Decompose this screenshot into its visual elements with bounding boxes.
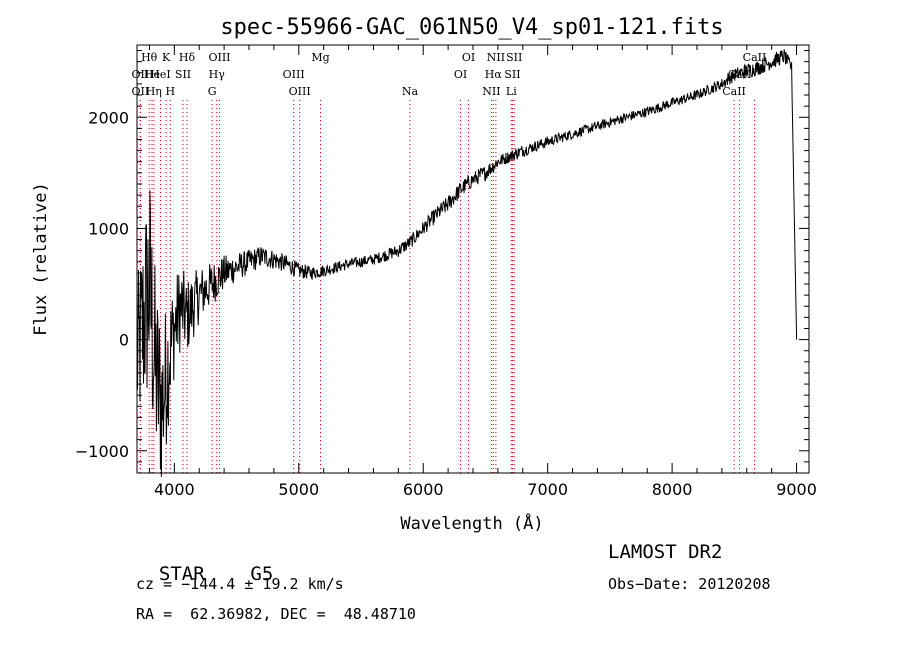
x-tick-label: 5000 (278, 480, 319, 499)
spectral-line-label: Mg (311, 51, 329, 64)
survey-label: LAMOST DR2 (608, 541, 723, 563)
object-class-label: STAR (158, 563, 205, 585)
spectral-line-label: HeI (150, 68, 170, 81)
y-tick-label: 0 (119, 331, 129, 350)
x-tick-label: 6000 (403, 480, 444, 499)
spectral-line-label: G (208, 85, 217, 98)
spectral-line-label: K (162, 51, 171, 64)
spectral-line-label: Hη (146, 85, 162, 98)
spectral-line-label: SII (175, 68, 191, 81)
y-tick-label: 1000 (88, 219, 129, 238)
chart-title: spec-55966-GAC_061N50_V4_sp01-121.fits (220, 15, 723, 40)
spectral-line-label: SII (506, 51, 522, 64)
spectral-line-label: He (144, 68, 160, 81)
spectral-line-label: Na (402, 85, 419, 98)
object-subclass: G5 (250, 563, 274, 585)
spectral-line-label: OIII (289, 85, 311, 98)
spectrum-layer (136, 49, 798, 477)
spectral-line-label: Hθ (141, 51, 158, 64)
x-tick-label: 8000 (652, 480, 693, 499)
plot-frame (136, 44, 810, 474)
x-tick-label: 9000 (776, 480, 817, 499)
spectral-line-label: Li (506, 85, 517, 98)
x-tick-label: 7000 (527, 480, 568, 499)
spectral-line-label: OIII (208, 51, 230, 64)
redshift-text: cz = −144.4 ± 19.2 km/s (136, 575, 344, 593)
obs-date: Obs−Date: 20120208 (608, 575, 771, 593)
spectral-line-label: CaII (722, 85, 746, 98)
coordinates: RA = 62.36982, DEC = 48.48710 (136, 605, 416, 623)
y-tick-label: 2000 (88, 108, 129, 127)
spectral-line-label: OIII (283, 68, 305, 81)
spectral-line-label: Hγ (209, 68, 226, 81)
ticks-layer: 4000 5000 6000 7000 8000 9000 −1000 0 1000 2000 (75, 45, 817, 499)
spectral-line-label: NII (487, 51, 505, 64)
x-tick-label: 4000 (154, 480, 195, 499)
spectral-line-label: H (166, 85, 176, 98)
spectral-line-label: Hδ (179, 51, 196, 64)
spectral-line-label: OII (132, 85, 150, 98)
spectral-line-label: OII (132, 68, 150, 81)
spectral-line-label: OI (454, 68, 467, 81)
x-axis-label: Wavelength (Å) (400, 512, 543, 534)
object-class: STAR G5 (136, 541, 273, 585)
spectral-line-label: SII (504, 68, 520, 81)
spectral-line-label: CaII (743, 51, 767, 64)
spectral-line-label: OI (462, 51, 475, 64)
spectral-line-label: Hα (485, 68, 503, 81)
spectral-line-label: NII (482, 85, 500, 98)
spectrum-line (136, 49, 798, 477)
y-tick-label: −1000 (75, 442, 129, 461)
y-axis-label: Flux (relative) (31, 182, 51, 336)
